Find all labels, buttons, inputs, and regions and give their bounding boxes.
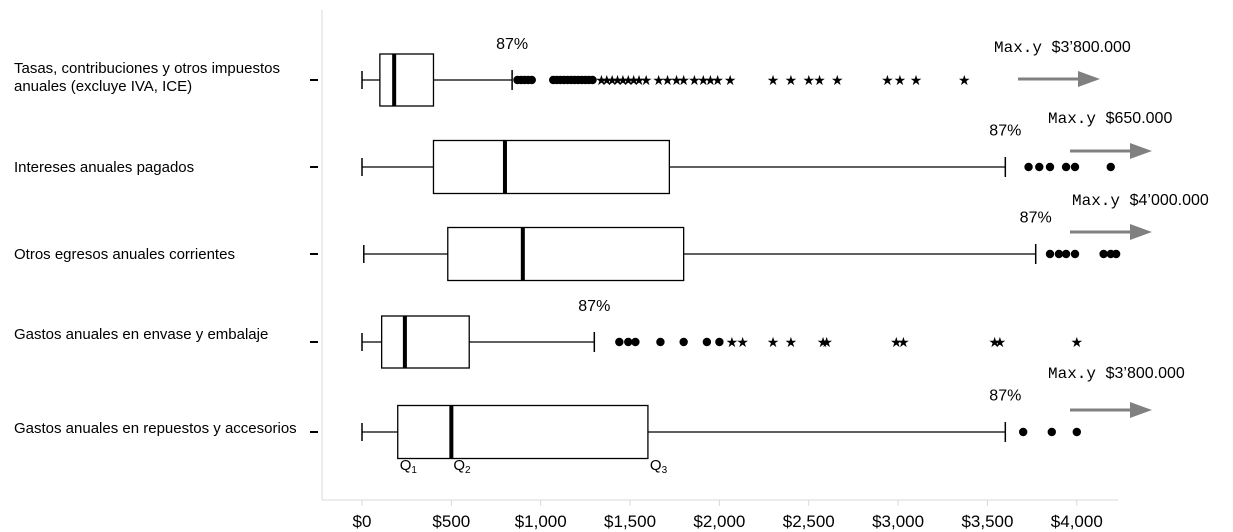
outlier-dot xyxy=(631,337,640,347)
quartile-label: Q2 xyxy=(453,457,471,476)
percentile-label: 87% xyxy=(496,36,528,53)
outlier-star: ★ xyxy=(652,73,665,89)
x-tick-label: $2,500 xyxy=(783,512,835,531)
percentile-label: 87% xyxy=(578,298,610,315)
x-tick-label: $3,500 xyxy=(961,512,1013,531)
x-tick-label: $2,000 xyxy=(693,512,745,531)
max-arrow-head xyxy=(1130,224,1152,240)
outlier-dot xyxy=(1072,427,1082,437)
outlier-dot xyxy=(624,337,633,347)
outlier-star: ★ xyxy=(767,73,780,89)
outlier-star: ★ xyxy=(601,73,614,89)
x-tick-label: $500 xyxy=(432,512,470,531)
category-label-intereses: Intereses anuales pagados xyxy=(14,159,195,176)
outlier-dot xyxy=(1047,427,1056,437)
outlier-dot xyxy=(715,337,724,347)
outlier-star: ★ xyxy=(661,73,674,89)
outlier-star: ★ xyxy=(617,73,630,89)
outlier-star: ★ xyxy=(890,335,903,351)
outlier-star: ★ xyxy=(958,73,971,89)
outlier-star: ★ xyxy=(670,73,683,89)
outlier-star: ★ xyxy=(724,73,737,89)
x-tick-label: $3,000 xyxy=(872,512,924,531)
outlier-star: ★ xyxy=(627,73,640,89)
outlier-star: ★ xyxy=(595,73,608,89)
x-tick-label: $4,000 xyxy=(1051,512,1103,531)
percentile-label: 87% xyxy=(989,388,1021,405)
outlier-dot xyxy=(1018,427,1028,437)
outlier-star: ★ xyxy=(802,73,815,89)
iqr-box xyxy=(447,226,685,282)
outlier-star: ★ xyxy=(697,73,710,89)
outlier-dot xyxy=(1045,162,1055,172)
max-annotation: Max.y $3’800.000 xyxy=(994,39,1131,57)
max-annotation: Max.y $3’800.000 xyxy=(1048,365,1185,383)
outlier-star: ★ xyxy=(606,73,619,89)
max-arrow-head xyxy=(1078,71,1100,87)
outlier-star: ★ xyxy=(688,73,701,89)
outlier-star: ★ xyxy=(894,73,907,89)
quartile-label: Q3 xyxy=(650,457,668,476)
max-arrow-head xyxy=(1130,143,1152,159)
outlier-star: ★ xyxy=(677,73,690,89)
outlier-dot xyxy=(679,337,688,347)
category-label-envase: Gastos anuales en envase y embalaje xyxy=(14,326,269,343)
outlier-star: ★ xyxy=(622,73,635,89)
outlier-dot xyxy=(1054,249,1064,259)
x-tick-label: $1,000 xyxy=(515,512,567,531)
outlier-star: ★ xyxy=(988,335,1001,351)
outlier-dot xyxy=(1111,249,1121,259)
outlier-dot xyxy=(702,337,712,347)
iqr-box xyxy=(432,139,671,195)
outlier-star: ★ xyxy=(897,335,910,351)
outlier-star: ★ xyxy=(813,73,826,89)
outlier-star: ★ xyxy=(994,335,1007,351)
quartile-label: Q1 xyxy=(400,457,418,476)
outlier-dot xyxy=(588,75,597,85)
max-arrow-head xyxy=(1130,402,1152,418)
category-label-tasas: Tasas, contribuciones y otros impuestos … xyxy=(14,60,280,95)
outlier-star: ★ xyxy=(767,335,780,351)
outlier-star: ★ xyxy=(831,73,844,89)
outlier-dot xyxy=(615,337,624,347)
outlier-star: ★ xyxy=(910,73,923,89)
outlier-star: ★ xyxy=(726,335,739,351)
outlier-dot xyxy=(1099,249,1108,259)
outlier-star: ★ xyxy=(704,73,717,89)
outlier-star: ★ xyxy=(736,335,749,351)
max-annotation: Max.y $4’000.000 xyxy=(1072,192,1209,210)
percentile-label: 87% xyxy=(989,123,1021,140)
outlier-star: ★ xyxy=(817,335,830,351)
outlier-dot xyxy=(1035,162,1044,172)
outlier-dot xyxy=(1061,162,1071,172)
x-tick-label: $1,500 xyxy=(604,512,656,531)
percentile-label: 87% xyxy=(1020,210,1052,227)
outlier-dot xyxy=(527,75,536,85)
outlier-dot xyxy=(1024,162,1033,172)
outlier-star: ★ xyxy=(640,73,653,89)
outlier-star: ★ xyxy=(633,73,646,89)
category-label-repuestos: Gastos anuales en repuestos y accesorios xyxy=(14,420,297,437)
outlier-dot xyxy=(1106,162,1115,172)
outlier-star: ★ xyxy=(611,73,624,89)
outlier-star: ★ xyxy=(785,335,798,351)
category-label-otros-egresos: Otros egresos anuales corrientes xyxy=(14,246,235,263)
outlier-dot xyxy=(1070,162,1080,172)
iqr-box xyxy=(379,53,435,107)
outlier-dot xyxy=(1045,249,1055,259)
outlier-star: ★ xyxy=(820,335,833,351)
outlier-star: ★ xyxy=(881,73,894,89)
outlier-star: ★ xyxy=(1071,335,1084,351)
outlier-dot xyxy=(1070,249,1080,259)
x-tick-label: $0 xyxy=(353,512,372,531)
outlier-dot xyxy=(1061,249,1071,259)
max-annotation: Max.y $650.000 xyxy=(1048,110,1172,128)
outlier-star: ★ xyxy=(785,73,798,89)
iqr-box xyxy=(397,404,649,460)
outlier-star: ★ xyxy=(711,73,724,89)
iqr-box xyxy=(381,315,470,369)
outlier-dot xyxy=(656,337,665,347)
